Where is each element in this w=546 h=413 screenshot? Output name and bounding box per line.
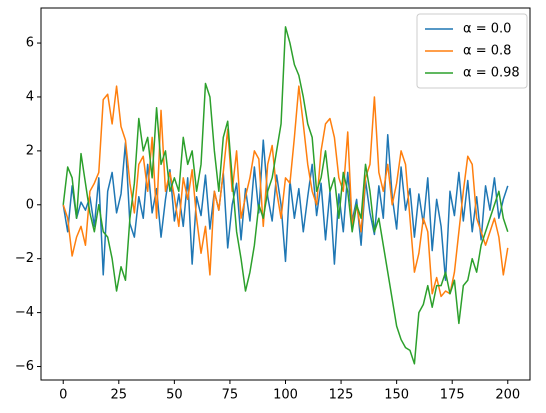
x-tick-label: 175 bbox=[440, 388, 465, 403]
x-tick-label: 125 bbox=[329, 388, 354, 403]
x-tick-label: 150 bbox=[384, 388, 409, 403]
y-tick-label: −2 bbox=[15, 251, 34, 266]
y-tick-label: −6 bbox=[15, 359, 34, 374]
x-tick-label: 75 bbox=[222, 388, 239, 403]
x-tick-label: 200 bbox=[495, 388, 520, 403]
x-tick-label: 100 bbox=[273, 388, 298, 403]
legend-label: α = 0.8 bbox=[463, 44, 511, 59]
y-tick-label: 0 bbox=[26, 197, 34, 212]
legend-label: α = 0.98 bbox=[463, 66, 520, 81]
y-tick-label: 2 bbox=[26, 143, 34, 158]
series-line bbox=[62, 133, 509, 282]
x-tick-label: 50 bbox=[166, 388, 183, 403]
y-tick-label: −4 bbox=[15, 305, 34, 320]
y-tick-label: 4 bbox=[26, 89, 34, 104]
legend-label: α = 0.0 bbox=[463, 22, 511, 37]
x-tick-label: 25 bbox=[111, 388, 128, 403]
x-tick-label: 0 bbox=[59, 388, 67, 403]
series-line bbox=[62, 26, 509, 365]
legend-box bbox=[416, 13, 528, 89]
series-line bbox=[62, 85, 509, 298]
y-tick-label: 6 bbox=[26, 36, 34, 51]
